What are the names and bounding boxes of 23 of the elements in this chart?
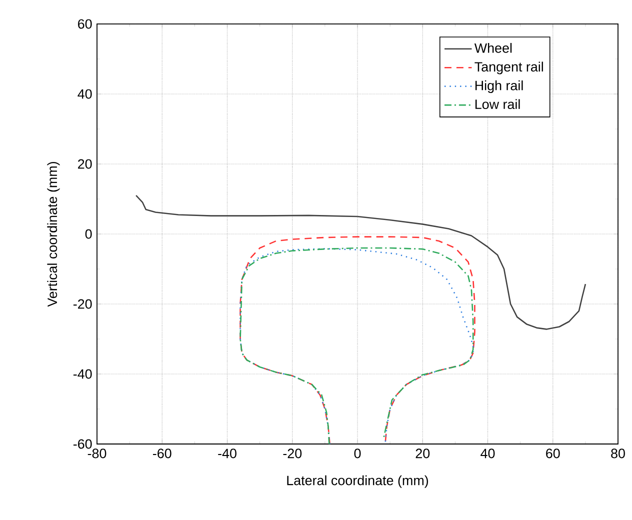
y-tick-label: -40 bbox=[73, 369, 92, 379]
y-tick-label: 0 bbox=[85, 229, 92, 239]
y-axis-title: Vertical coordinate (mm) bbox=[47, 162, 60, 307]
x-axis-title: Lateral coordinate (mm) bbox=[287, 475, 428, 488]
line-series bbox=[135, 194, 586, 330]
y-tick-label: 60 bbox=[78, 19, 92, 29]
legend-label: Wheel bbox=[474, 42, 512, 53]
x-tick-label: 20 bbox=[416, 448, 430, 458]
x-tick-label: 60 bbox=[546, 448, 560, 458]
x-tick-label: 0 bbox=[354, 448, 361, 458]
x-tick-label: -40 bbox=[218, 448, 236, 458]
y-tick-label: -60 bbox=[73, 439, 92, 449]
x-tick-label: -60 bbox=[153, 448, 172, 458]
y-tick-label: 20 bbox=[78, 159, 92, 169]
legend-label: High rail bbox=[475, 80, 523, 93]
legend-label: Tangent rail bbox=[474, 62, 543, 74]
y-tick-label: 40 bbox=[78, 89, 92, 99]
x-tick-label: 80 bbox=[611, 448, 625, 458]
x-tick-label: 40 bbox=[480, 448, 495, 458]
legend-label: Low rail bbox=[475, 99, 520, 110]
y-tick-label: -20 bbox=[73, 299, 92, 309]
x-tick-label: -80 bbox=[88, 448, 106, 458]
x-tick-label: -20 bbox=[283, 448, 302, 458]
